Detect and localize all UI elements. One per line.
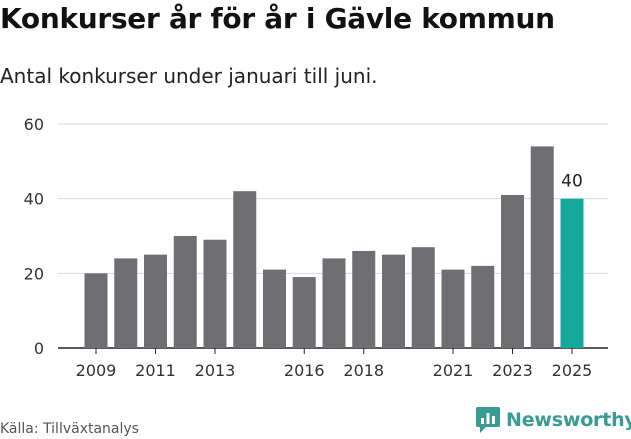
bar-2017 xyxy=(322,258,346,348)
bar-2019 xyxy=(382,254,405,348)
bar-chart: 0 20 40 60 40 2009 2011 2013 2016 2018 2021 2023 202… xyxy=(24,115,608,380)
x-tick-label: 2016 xyxy=(284,361,325,380)
data-label: 40 xyxy=(561,172,583,192)
x-tick-label: 2018 xyxy=(343,361,384,380)
bar-2015 xyxy=(263,269,286,348)
chart-subtitle: Antal konkurser under januari till juni. xyxy=(0,64,378,88)
bar-2020 xyxy=(411,247,435,348)
bar-2021 xyxy=(441,269,465,348)
y-tick-label: 60 xyxy=(24,115,44,134)
x-tick-label: 2011 xyxy=(135,361,176,380)
x-tick-label: 2023 xyxy=(492,361,533,380)
labels: 0 20 40 60 40 2009 2011 2013 2016 2018 2021 2023 202… xyxy=(24,115,593,380)
bar-2025 xyxy=(560,198,584,348)
bar-2012 xyxy=(173,236,197,348)
bar-2018 xyxy=(352,250,376,348)
bar-2014 xyxy=(233,191,257,348)
brand-name: Newsworthy xyxy=(506,409,631,431)
y-tick-label: 0 xyxy=(34,339,44,358)
x-tick-label: 2009 xyxy=(76,361,117,380)
x-tick-label: 2025 xyxy=(552,361,593,380)
brand-logo: Newsworthy xyxy=(476,407,631,433)
bar-2013 xyxy=(203,239,227,348)
newsworthy-logo-icon xyxy=(476,407,500,433)
bar-2022 xyxy=(471,265,495,348)
bar-2024 xyxy=(530,146,554,348)
y-tick-label: 40 xyxy=(24,190,44,209)
bar-2009 xyxy=(84,273,108,348)
bar-2010 xyxy=(114,258,138,348)
bar-2023 xyxy=(501,194,524,348)
source-note: Källa: Tillväxtanalys xyxy=(0,421,139,437)
y-tick-label: 20 xyxy=(24,264,44,283)
chart-title: Konkurser år för år i Gävle kommun xyxy=(0,2,555,35)
bar-2011 xyxy=(144,254,167,348)
bar-2016 xyxy=(292,277,316,348)
x-tick-label: 2013 xyxy=(195,361,236,380)
bars xyxy=(84,146,584,348)
x-tick-label: 2021 xyxy=(433,361,474,380)
